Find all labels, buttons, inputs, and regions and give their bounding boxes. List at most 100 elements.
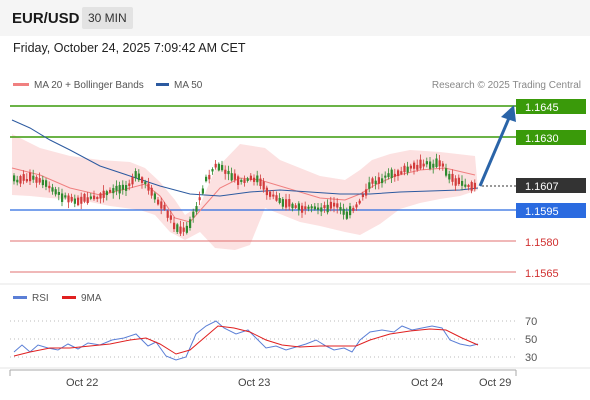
- candle-body: [16, 179, 19, 183]
- legend-rsi-ma-label: 9MA: [81, 293, 102, 304]
- candle-body: [198, 197, 201, 201]
- candle-body: [109, 189, 112, 193]
- candle-body: [182, 227, 185, 232]
- rsi-line: [13, 320, 479, 361]
- candle-body: [329, 201, 332, 209]
- level-label-1607: 1.1607: [516, 178, 586, 193]
- candle-body: [320, 207, 323, 212]
- legend-ma20-label: MA 20 + Bollinger Bands: [34, 80, 144, 91]
- candle-body: [157, 199, 160, 205]
- candle-body: [115, 185, 118, 191]
- candle-body: [166, 210, 169, 218]
- candle-body: [179, 226, 182, 234]
- candle-body: [80, 196, 83, 204]
- candle-body: [221, 165, 224, 171]
- candle-body: [35, 176, 38, 183]
- candle-body: [240, 179, 243, 182]
- candle-body: [371, 178, 374, 184]
- candle-body: [51, 187, 54, 192]
- candle-body: [281, 199, 284, 207]
- candle-body: [457, 177, 460, 185]
- legend-ma50: MA 50: [156, 80, 202, 91]
- rsi-swatch: [13, 295, 27, 299]
- level-label-1595: 1.1595: [516, 203, 586, 218]
- candle-body: [217, 163, 220, 171]
- candle-body: [41, 179, 44, 186]
- candle-body: [454, 178, 457, 186]
- candle-body: [73, 198, 76, 204]
- timeframe-button[interactable]: 30 MIN: [82, 7, 133, 29]
- candle-body: [342, 208, 345, 215]
- candle-body: [345, 211, 348, 219]
- candle-body: [96, 197, 99, 200]
- level-tag-1595: [516, 203, 586, 218]
- candle-body: [461, 180, 464, 186]
- candle-body: [57, 192, 60, 195]
- candle-body: [473, 182, 476, 190]
- candle-body: [317, 207, 320, 210]
- candle-body: [38, 178, 41, 183]
- candle-body: [397, 170, 400, 177]
- candle-body: [368, 182, 371, 189]
- rsi-tick-30: 30: [525, 352, 537, 364]
- candle-body: [390, 169, 393, 179]
- candle-body: [61, 193, 64, 202]
- candle-body: [435, 158, 438, 167]
- legend-rsi: RSI: [13, 293, 49, 304]
- candle-body: [400, 171, 403, 175]
- candle-body: [310, 206, 313, 209]
- rsi-ma-line: [13, 325, 479, 357]
- candle-body: [355, 204, 358, 208]
- candle-body: [19, 176, 22, 184]
- candle-body: [243, 179, 246, 183]
- rsi-ma-swatch: [62, 295, 76, 299]
- candle-body: [230, 173, 233, 181]
- candle-body: [416, 164, 419, 170]
- candle-body: [224, 169, 227, 174]
- candle-body: [211, 169, 214, 172]
- candle-body: [118, 185, 121, 194]
- candle-body: [387, 173, 390, 178]
- rsi-tick-50: 50: [525, 334, 537, 346]
- level-label-1645: 1.1645: [516, 99, 586, 114]
- candle-body: [467, 184, 470, 188]
- candle-body: [419, 159, 422, 169]
- candle-body: [13, 175, 16, 182]
- candle-body: [67, 195, 70, 203]
- candle-body: [285, 199, 288, 208]
- candle-body: [246, 178, 249, 181]
- candle-body: [233, 173, 236, 180]
- candle-body: [253, 177, 256, 182]
- candle-body: [425, 161, 428, 165]
- candle-body: [205, 176, 208, 182]
- candle-body: [441, 163, 444, 167]
- legend-ma50-label: MA 50: [174, 80, 203, 91]
- x-label-oct23: Oct 23: [238, 377, 270, 389]
- candle-body: [201, 188, 204, 194]
- candle-body: [137, 173, 140, 181]
- candle-body: [153, 193, 156, 200]
- candle-body: [333, 202, 336, 207]
- candle-body: [374, 180, 377, 185]
- candle-body: [323, 205, 326, 209]
- legend-rsi-ma: 9MA: [62, 293, 102, 304]
- candle-body: [413, 162, 416, 169]
- candle-body: [32, 175, 35, 180]
- candle-body: [64, 195, 67, 198]
- candle-body: [83, 193, 86, 202]
- candle-body: [131, 177, 134, 185]
- candle-body: [307, 206, 310, 209]
- candle-body: [93, 195, 96, 200]
- candle-body: [195, 206, 198, 212]
- level-text-1580: 1.1580: [525, 237, 559, 249]
- candle-body: [160, 201, 163, 209]
- candle-body: [339, 207, 342, 211]
- candle-body: [432, 163, 435, 168]
- ma50-line: [11, 119, 479, 197]
- candle-body: [22, 174, 25, 181]
- candle-body: [438, 160, 441, 167]
- candle-body: [422, 163, 425, 167]
- candle-body: [134, 171, 137, 179]
- candle-body: [262, 181, 265, 190]
